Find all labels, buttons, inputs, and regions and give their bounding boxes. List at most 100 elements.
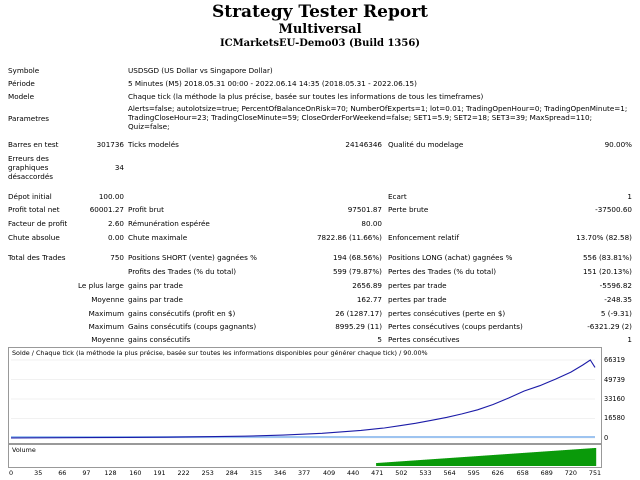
loss-trades-value: 151 (20.13%) bbox=[582, 267, 632, 276]
max-consecutive-losses-value: 5 (-9.31) bbox=[600, 309, 632, 318]
average-consecutive-label: Moyenne bbox=[91, 335, 124, 344]
gross-profit-label: Profit brut bbox=[128, 205, 164, 214]
gross-profit-value: 97501.87 bbox=[347, 205, 382, 214]
errors-label-2: graphiques bbox=[8, 163, 49, 172]
maximal-label: Maximum bbox=[88, 322, 124, 331]
bars-label: Barres en test bbox=[8, 140, 59, 149]
deposit-label: Dépot initial bbox=[8, 192, 52, 201]
symbol-label: Symbole bbox=[8, 66, 40, 75]
x-tick-label: 0 bbox=[8, 469, 14, 477]
x-tick-label: 502 bbox=[395, 469, 408, 477]
long-positions-value: 556 (83.81%) bbox=[582, 253, 632, 262]
spread-label: Ecart bbox=[388, 192, 407, 201]
maximal-consecutive-profit-label: Gains consécutifs (coups gagnants) bbox=[128, 322, 257, 331]
volume-chart-plot bbox=[376, 448, 597, 466]
y-tick-label: 16580 bbox=[604, 414, 625, 423]
x-tick-label: 315 bbox=[249, 469, 263, 477]
params-label: Parametres bbox=[8, 114, 49, 123]
x-tick-label: 751 bbox=[588, 469, 602, 477]
errors-label-1: Erreurs des bbox=[8, 154, 49, 163]
x-tick-label: 191 bbox=[153, 469, 166, 477]
maximal-drawdown-label: Chute maximale bbox=[128, 233, 188, 242]
net-profit-label: Profit total net bbox=[8, 205, 60, 214]
average-profit-label: gains par trade bbox=[128, 295, 183, 304]
x-tick-label: 284 bbox=[225, 469, 238, 477]
x-tick-label: 689 bbox=[540, 469, 553, 477]
bars-value: 301736 bbox=[96, 140, 124, 149]
y-tick-label: 0 bbox=[604, 434, 609, 442]
maximal-consecutive-loss-value: -6321.29 (2) bbox=[587, 322, 632, 331]
balance-series-line-0 bbox=[10, 359, 596, 439]
average-consecutive-losses-label: Pertes consécutives bbox=[388, 335, 460, 344]
maximal-consecutive-loss-label: Pertes consécutives (coups perdants) bbox=[388, 322, 523, 331]
x-tick-label: 658 bbox=[516, 469, 529, 477]
average-label: Moyenne bbox=[91, 295, 124, 304]
gross-loss-label: Perte brute bbox=[388, 205, 429, 214]
baseline-strip bbox=[11, 436, 595, 438]
long-positions-label: Positions LONG (achat) gagnées % bbox=[388, 253, 513, 262]
model-label: Modele bbox=[8, 92, 35, 101]
y-tick-label: 33160 bbox=[604, 394, 625, 403]
x-tick-label: 626 bbox=[491, 469, 504, 477]
maximal-consecutive-profit-value: 8995.29 (11) bbox=[335, 322, 382, 331]
report-server: ICMarketsEU-Demo03 (Build 1356) bbox=[219, 38, 421, 49]
relative-drawdown-label: Enfoncement relatif bbox=[388, 233, 460, 242]
average-consecutive-losses-value: 1 bbox=[627, 335, 632, 344]
average-loss-label: pertes par trade bbox=[388, 295, 447, 304]
total-trades-label: Total des Trades bbox=[8, 253, 66, 262]
deposit-value: 100.00 bbox=[98, 192, 124, 201]
balance-chart-caption: Solde / Chaque tick (la méthode la plus … bbox=[12, 349, 428, 357]
short-positions-value: 194 (68.56%) bbox=[332, 253, 382, 262]
average-consecutive-wins-value: 5 bbox=[377, 335, 382, 344]
max-consecutive-losses-label: pertes consécutives (perte en $) bbox=[388, 309, 506, 318]
period-label: Période bbox=[8, 79, 35, 88]
x-tick-label: 409 bbox=[322, 469, 336, 477]
quality-value: 90.00% bbox=[604, 140, 632, 149]
largest-loss-value: -5596.82 bbox=[599, 281, 632, 290]
x-tick-label: 222 bbox=[177, 469, 190, 477]
largest-loss-label: pertes par trade bbox=[388, 281, 447, 290]
params-line-3: Quiz=false; bbox=[128, 122, 170, 131]
total-trades-value: 750 bbox=[110, 253, 124, 262]
expected-payoff-value: 80.00 bbox=[361, 219, 382, 228]
ticks-value: 24146346 bbox=[345, 140, 382, 149]
y-tick-label: 66319 bbox=[604, 356, 625, 364]
params-line-2: TradingCloseHour=23; TradingCloseMinute=… bbox=[128, 113, 592, 122]
short-positions-label: Positions SHORT (vente) gagnées % bbox=[128, 253, 257, 262]
average-loss-value: -248.35 bbox=[604, 295, 632, 304]
x-tick-label: 66 bbox=[58, 469, 67, 477]
largest-profit-label: gains par trade bbox=[128, 281, 183, 290]
x-tick-label: 720 bbox=[564, 469, 577, 477]
spread-value: 1 bbox=[627, 192, 632, 201]
y-tick-label: 49739 bbox=[604, 375, 625, 384]
x-tick-label: 253 bbox=[201, 469, 214, 477]
period-value: 5 Minutes (M5) 2018.05.31 00:00 - 2022.0… bbox=[128, 79, 417, 88]
absolute-drawdown-label: Chute absolue bbox=[8, 233, 60, 242]
largest-label: Le plus large bbox=[78, 281, 124, 290]
maximal-drawdown-value: 7822.86 (11.66%) bbox=[316, 233, 382, 242]
volume-bars bbox=[376, 448, 597, 466]
profit-trades-value: 599 (79.87%) bbox=[332, 267, 382, 276]
x-tick-label: 128 bbox=[104, 469, 117, 477]
loss-trades-label: Pertes des Trades (% du total) bbox=[388, 267, 497, 276]
model-value: Chaque tick (la méthode la plus précise,… bbox=[128, 92, 484, 101]
max-consecutive-wins-label: gains consécutifs (profit en $) bbox=[128, 309, 236, 318]
ticks-label: Ticks modelés bbox=[128, 140, 179, 149]
x-tick-label: 35 bbox=[34, 469, 43, 477]
volume-chart: Volume bbox=[8, 444, 602, 468]
net-profit-value: 60001.27 bbox=[89, 205, 124, 214]
relative-drawdown-value: 13.70% (82.58) bbox=[576, 233, 632, 242]
profit-trades-label: Profits des Trades (% du total) bbox=[128, 267, 237, 276]
params-line-1: Alerts=false; autolotsize=true; PercentO… bbox=[128, 104, 628, 113]
report-subtitle: Multiversal bbox=[278, 22, 362, 37]
x-tick-label: 346 bbox=[273, 469, 287, 477]
gross-loss-value: -37500.60 bbox=[595, 205, 632, 214]
errors-value: 34 bbox=[114, 163, 124, 172]
x-tick-label: 97 bbox=[82, 469, 91, 477]
x-tick-label: 160 bbox=[129, 469, 142, 477]
largest-profit-value: 2656.89 bbox=[352, 281, 382, 290]
balance-chart-plot bbox=[10, 359, 596, 439]
average-profit-value: 162.77 bbox=[356, 295, 382, 304]
profit-factor-label: Facteur de profit bbox=[8, 219, 68, 228]
x-tick-label: 595 bbox=[467, 469, 480, 477]
